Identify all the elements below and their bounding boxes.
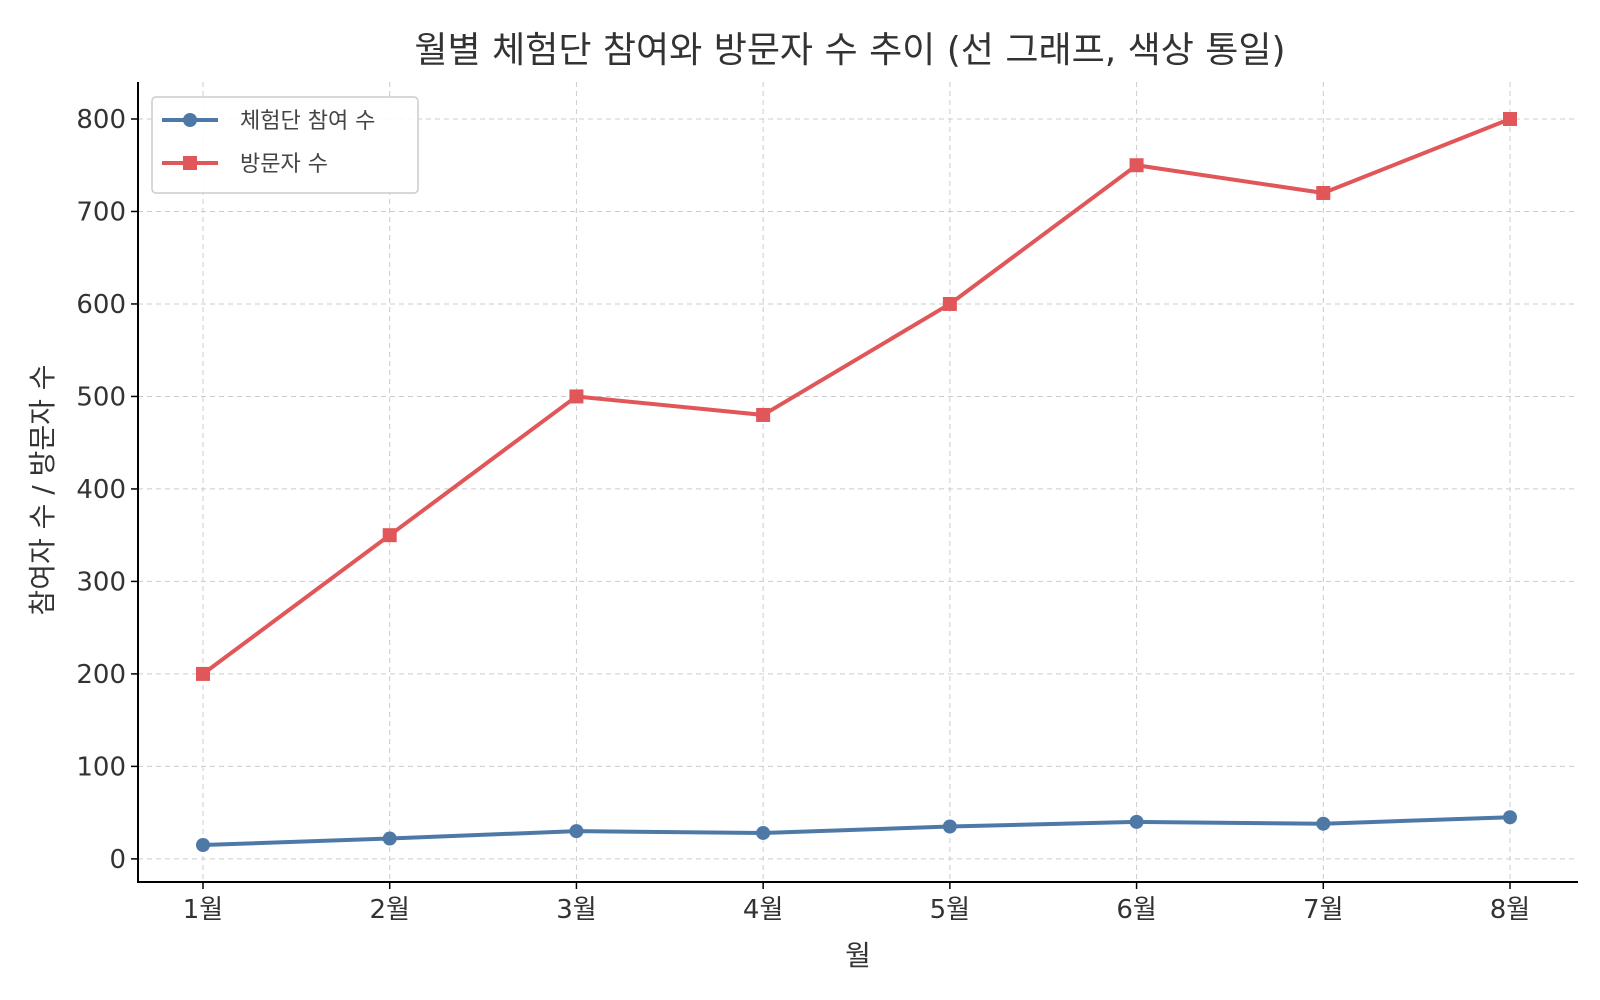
chart-title: 월별 체험단 참여와 방문자 수 추이 (선 그래프, 색상 통일) [414, 30, 1285, 71]
grid [138, 82, 1578, 882]
legend-marker [183, 113, 197, 127]
x-tick-label: 2월 [369, 895, 409, 925]
data-point [1503, 810, 1517, 825]
data-point [382, 831, 397, 846]
y-tick-label: 600 [76, 290, 126, 320]
series-1 [196, 810, 1517, 853]
x-tick-label: 4월 [743, 895, 783, 925]
y-tick-label: 400 [76, 475, 126, 505]
x-tick-label: 5월 [930, 895, 970, 925]
y-tick-label: 300 [76, 567, 126, 597]
axes [137, 82, 1578, 883]
legend-box [151, 96, 419, 194]
x-tick-label: 7월 [1303, 895, 1343, 925]
legend-label: 체험단 참여 수 [240, 109, 375, 134]
tick-labels: 0 100 200 300 400 500 600 700 800 1월 2월 3월 4월 5월 6월 7월 8… [76, 105, 1530, 925]
data-point [382, 528, 397, 543]
series [196, 111, 1517, 853]
data-point [942, 819, 957, 834]
y-tick-label: 800 [76, 105, 126, 135]
legend-item: 방문자 수 [162, 152, 328, 177]
x-tick-label: 3월 [556, 895, 596, 925]
y-tick-label: 0 [109, 845, 126, 875]
x-tick-label: 8월 [1490, 895, 1530, 925]
data-point [1129, 158, 1144, 173]
data-point [942, 296, 957, 311]
x-tick-label: 1월 [183, 895, 223, 925]
data-point [1503, 111, 1517, 126]
series-line [201, 116, 1512, 676]
series-2 [196, 111, 1517, 681]
legend-item: 체험단 참여 수 [162, 109, 375, 134]
data-point [1316, 816, 1331, 831]
legend-marker [183, 156, 197, 170]
y-tick-label: 200 [76, 660, 126, 690]
y-tick-label: 100 [76, 752, 126, 782]
y-axis-label: 참여자 수 / 방문자 수 [26, 364, 59, 615]
data-point [196, 666, 210, 681]
data-point [1129, 814, 1144, 829]
series-line [201, 815, 1512, 848]
x-axis-label: 월 [845, 939, 871, 972]
y-tick-label: 500 [76, 382, 126, 412]
y-tick-label: 700 [76, 197, 126, 227]
legend-label: 방문자 수 [240, 152, 328, 177]
data-point [756, 825, 771, 840]
data-point [569, 824, 584, 839]
x-tick-label: 6월 [1116, 895, 1156, 925]
data-point [756, 407, 771, 422]
data-point [196, 838, 210, 853]
data-point [569, 389, 584, 404]
data-point [1316, 185, 1331, 200]
